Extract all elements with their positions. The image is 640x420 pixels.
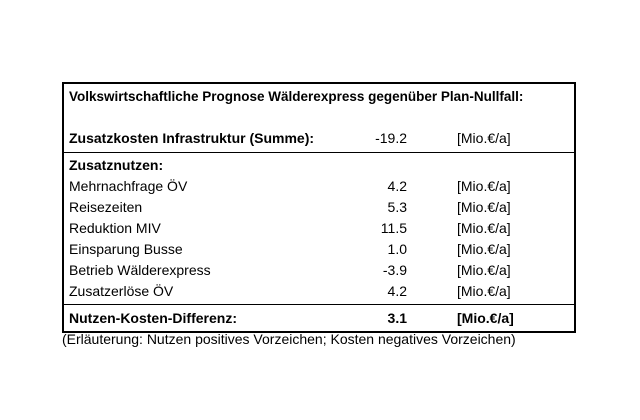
table-header-section: Volkswirtschaftliche Prognose Wälderexpr… [64, 84, 574, 152]
row-unit: [Mio.€/a] [457, 178, 511, 194]
cost-benefit-table: Volkswirtschaftliche Prognose Wälderexpr… [62, 82, 576, 333]
row-label: Zusatzkosten Infrastruktur (Summe): [69, 130, 315, 146]
table-row: Reduktion MIV 11.5 [Mio.€/a] [69, 218, 569, 239]
row-value: -3.9 [382, 262, 407, 278]
row-unit: [Mio.€/a] [457, 262, 511, 278]
table-row-infrastructure-cost: Zusatzkosten Infrastruktur (Summe): -19.… [69, 126, 569, 150]
row-label: Nutzen-Kosten-Differenz: [69, 310, 237, 326]
explanation-footnote: (Erläuterung: Nutzen positives Vorzeiche… [62, 331, 516, 347]
table-row: Zusatzerlöse ÖV 4.2 [Mio.€/a] [69, 281, 569, 302]
row-value: 4.2 [387, 283, 407, 299]
section-header-label: Zusatznutzen: [69, 157, 164, 173]
table-row: Betrieb Wälderexpress -3.9 [Mio.€/a] [69, 260, 569, 281]
row-value: 3.1 [387, 310, 407, 326]
row-label: Einsparung Busse [69, 241, 183, 257]
row-value: 5.3 [387, 199, 407, 215]
table-row-total: Nutzen-Kosten-Differenz: 3.1 [Mio.€/a] [69, 307, 569, 329]
row-label: Reisezeiten [69, 199, 143, 215]
row-unit: [Mio.€/a] [457, 283, 511, 299]
blank-row [69, 107, 569, 126]
row-label: Betrieb Wälderexpress [69, 262, 211, 278]
benefits-section-header: Zusatznutzen: [69, 155, 569, 176]
row-value: 1.0 [387, 241, 407, 257]
table-row: Mehrnachfrage ÖV 4.2 [Mio.€/a] [69, 176, 569, 197]
row-unit: [Mio.€/a] [457, 310, 514, 326]
row-unit: [Mio.€/a] [457, 220, 511, 236]
total-section: Nutzen-Kosten-Differenz: 3.1 [Mio.€/a] [64, 304, 574, 331]
table-title: Volkswirtschaftliche Prognose Wälderexpr… [69, 89, 524, 104]
row-value: -19.2 [375, 130, 407, 146]
row-value: 4.2 [387, 178, 407, 194]
row-unit: [Mio.€/a] [457, 241, 511, 257]
row-label: Zusatzerlöse ÖV [69, 283, 174, 299]
table-row: Einsparung Busse 1.0 [Mio.€/a] [69, 239, 569, 260]
benefits-section: Zusatznutzen: Mehrnachfrage ÖV 4.2 [Mio.… [64, 152, 574, 304]
row-value: 11.5 [380, 220, 407, 236]
table-row: Reisezeiten 5.3 [Mio.€/a] [69, 197, 569, 218]
row-unit: [Mio.€/a] [457, 199, 511, 215]
row-unit: [Mio.€/a] [457, 130, 511, 146]
row-label: Reduktion MIV [69, 220, 161, 236]
row-label: Mehrnachfrage ÖV [69, 178, 188, 194]
